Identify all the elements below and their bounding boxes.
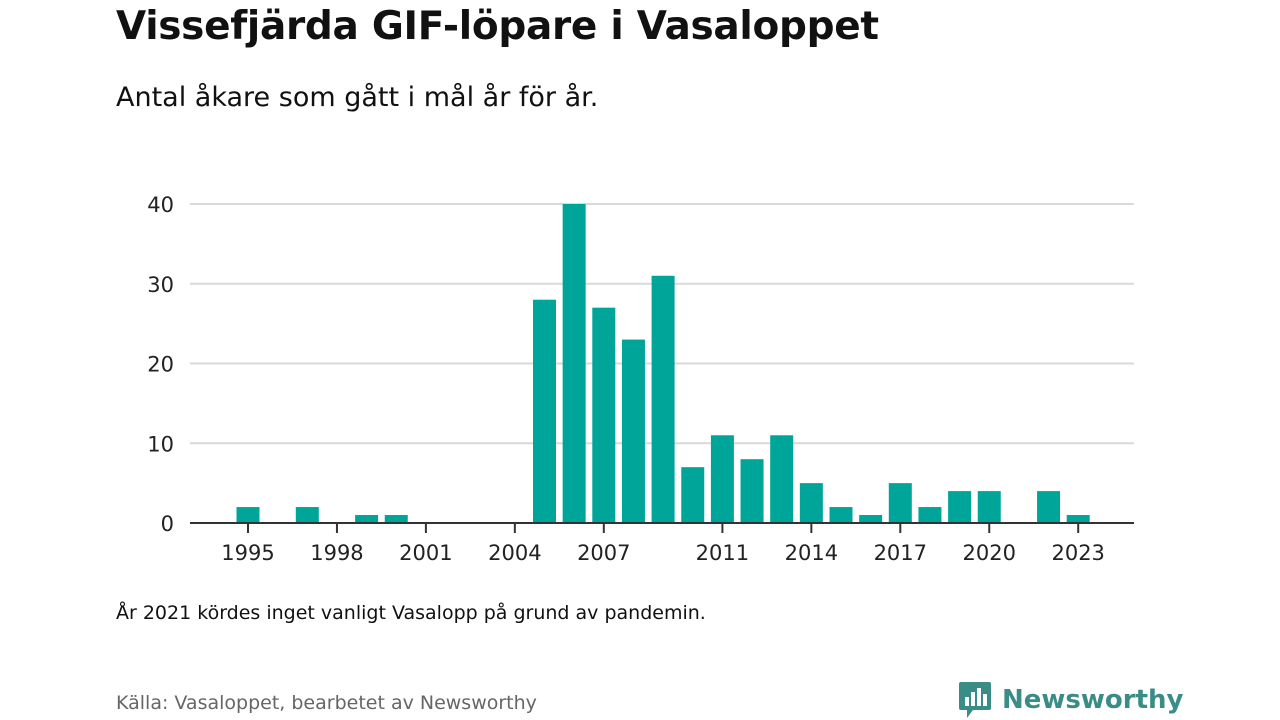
x-tick-label: 2001 — [399, 541, 452, 565]
bar — [888, 483, 912, 523]
y-tick-label: 40 — [147, 193, 174, 217]
bar — [651, 275, 675, 523]
bar — [770, 435, 794, 523]
bar — [740, 459, 764, 523]
y-tick-label: 0 — [161, 512, 174, 536]
bar — [236, 507, 260, 523]
chart-title: Vissefjärda GIF-löpare i Vasaloppet — [116, 4, 879, 49]
bar — [1037, 491, 1061, 523]
bar — [799, 483, 823, 523]
bar — [710, 435, 734, 523]
x-tick-label: 2017 — [874, 541, 927, 565]
bar — [948, 491, 972, 523]
chart-note: År 2021 kördes inget vanligt Vasalopp på… — [116, 602, 706, 624]
bar — [562, 204, 586, 523]
x-tick-label: 1998 — [310, 541, 363, 565]
x-tick-label: 2020 — [963, 541, 1016, 565]
bar — [859, 515, 883, 523]
x-tick-label: 2004 — [488, 541, 541, 565]
bar-chart: 0 10 20 30 40 1995 1998 2001 2004 2007 2011 2014 201… — [147, 193, 1134, 565]
brand-name: Newsworthy — [1002, 685, 1184, 715]
x-tick-label: 2023 — [1051, 541, 1104, 565]
newsworthy-chart-bubble-icon — [959, 682, 991, 718]
x-tick-label: 1995 — [221, 541, 274, 565]
bar — [829, 507, 853, 523]
x-tick-label: 2011 — [696, 541, 749, 565]
brand-logo[interactable]: Newsworthy — [958, 680, 1183, 720]
bar — [681, 467, 705, 523]
bar — [621, 339, 645, 523]
bar — [384, 515, 408, 523]
bar — [355, 515, 379, 523]
bar — [977, 491, 1001, 523]
y-tick-label: 10 — [147, 432, 174, 456]
bar — [592, 307, 616, 523]
bar — [918, 507, 942, 523]
bar — [295, 507, 319, 523]
y-tick-label: 20 — [147, 353, 174, 377]
bar — [533, 299, 556, 523]
x-tick-label: 2007 — [577, 541, 630, 565]
bar — [1066, 515, 1090, 523]
source-credit: Källa: Vasaloppet, bearbetet av Newswort… — [116, 692, 537, 714]
chart-subtitle: Antal åkare som gått i mål år för år. — [116, 82, 599, 113]
y-tick-label: 30 — [147, 273, 174, 297]
x-tick-label: 2014 — [785, 541, 838, 565]
